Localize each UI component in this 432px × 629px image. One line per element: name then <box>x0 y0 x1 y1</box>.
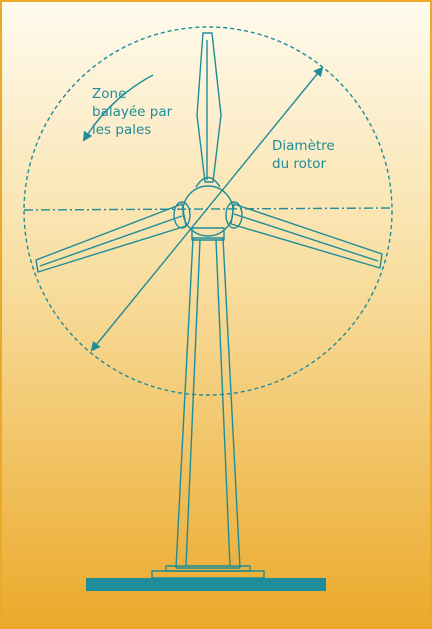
diameter-arrow <box>90 66 324 352</box>
label: Diamètre <box>272 138 335 154</box>
horizontal-axis <box>23 207 393 211</box>
label: les pales <box>92 122 151 138</box>
swept-circle <box>23 26 393 396</box>
sweep-arrow <box>82 74 154 142</box>
label: du rotor <box>272 156 326 172</box>
label: Zone <box>92 86 126 102</box>
label: balayée par <box>92 104 173 120</box>
tower <box>86 237 326 591</box>
